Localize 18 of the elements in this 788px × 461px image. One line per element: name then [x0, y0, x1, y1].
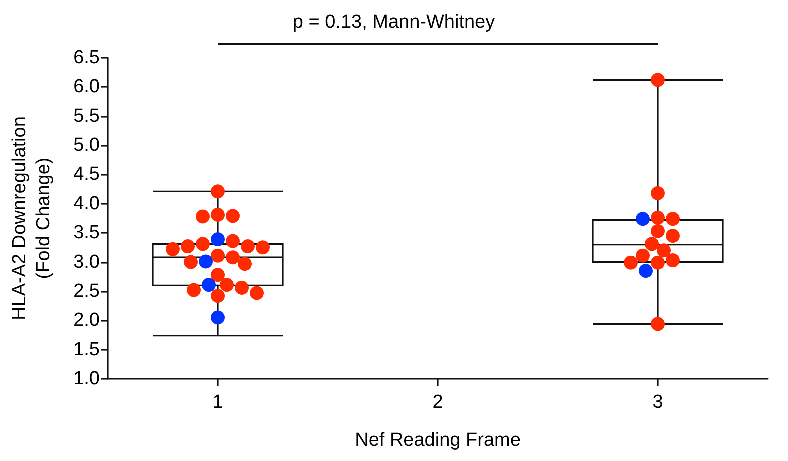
x-axis-title: Nef Reading Frame: [355, 430, 521, 451]
y-tick-label: 2.0: [74, 310, 100, 332]
y-tick-label: 1.0: [74, 368, 100, 390]
x-tick-label: 2: [432, 392, 444, 413]
x-tick-label: 1: [212, 392, 224, 413]
y-tick-label: 3.0: [74, 252, 100, 273]
y-tick-label: 2.5: [74, 280, 100, 302]
y-tick-label: 6.5: [74, 48, 100, 68]
y-tick-label: 4.0: [74, 193, 100, 214]
y-tick-label: 5.0: [74, 135, 100, 156]
y-tick-label: 4.5: [74, 164, 100, 186]
y-tick-label: 3.5: [74, 222, 100, 244]
text: p = 0.13, Mann-Whitney: [292, 12, 496, 33]
y-tick-label: 6.0: [74, 76, 100, 98]
y-axis-title: HLA-A2 Downregulation (Fold Change): [10, 116, 54, 320]
y-tick-label: 5.5: [74, 106, 100, 127]
x-tick-label: 3: [652, 392, 664, 413]
y-tick-label: 1.5: [74, 339, 100, 360]
